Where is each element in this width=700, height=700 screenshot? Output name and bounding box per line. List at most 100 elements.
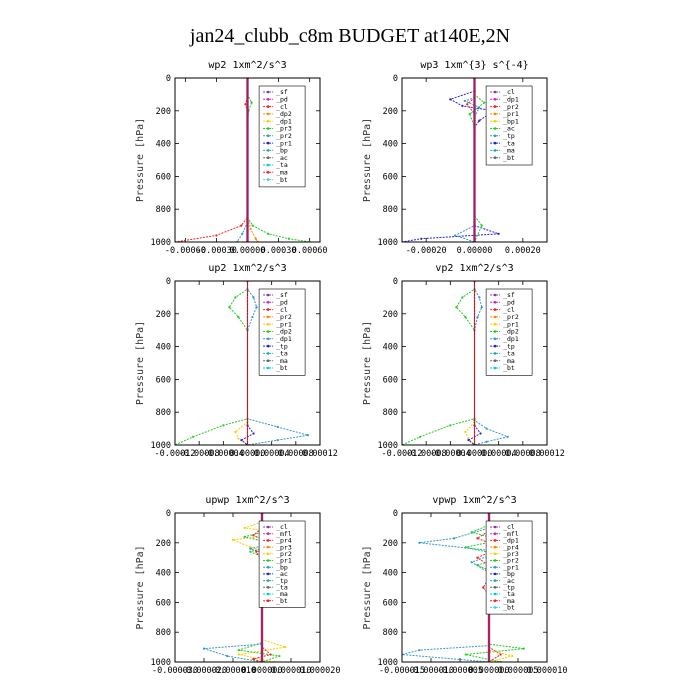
legend-marker <box>266 366 270 370</box>
x-tick-label: -0.00008 <box>406 449 447 459</box>
legend-entry: _pr2 <box>276 132 292 140</box>
legend-marker <box>493 308 497 311</box>
legend-marker <box>493 545 497 549</box>
x-tick-label: 0.00004 <box>481 449 517 459</box>
legend-marker <box>266 149 270 152</box>
legend-entry: _bt <box>276 176 288 184</box>
data-point <box>250 101 253 104</box>
legend-entry: _ta <box>276 584 288 592</box>
data-point <box>244 103 247 106</box>
data-point <box>234 296 237 299</box>
legend-marker <box>493 352 497 355</box>
y-tick-label: 400 <box>156 569 171 579</box>
x-tick-label: 0.000000 <box>469 666 510 676</box>
data-point <box>243 526 246 530</box>
data-point <box>251 315 254 319</box>
legend-marker <box>266 308 270 311</box>
legend-entry: _pd <box>276 96 288 104</box>
legend-marker <box>266 315 270 319</box>
legend-entry: _pd <box>503 299 515 307</box>
x-tick-label: 0.00008 <box>278 449 314 459</box>
legend-entry: _pr4 <box>276 537 292 545</box>
data-point <box>252 432 255 435</box>
y-tick-label: 200 <box>383 107 398 117</box>
x-tick-label: -0.00060 <box>165 246 206 256</box>
data-point <box>463 99 466 103</box>
x-tick-label: -0.00020 <box>406 246 447 256</box>
y-axis-label: Pressure [hPa] <box>135 118 146 202</box>
y-tick-label: 400 <box>383 140 398 150</box>
x-tick-label: 0.00020 <box>505 246 541 256</box>
legend-entry: _cl <box>503 88 515 96</box>
legend-marker <box>266 156 270 159</box>
legend-marker <box>493 592 497 596</box>
series-line-dp1 <box>402 281 475 445</box>
legend-marker <box>493 322 497 326</box>
legend-marker <box>493 525 497 529</box>
series-line-dp1 <box>175 281 248 445</box>
legend-marker <box>493 359 497 363</box>
x-tick-label: -0.000005 <box>437 666 483 676</box>
legend-marker <box>493 599 497 602</box>
legend-entry: _cl <box>503 306 515 314</box>
data-point <box>478 106 481 109</box>
series-group <box>402 78 500 242</box>
data-point <box>252 296 255 299</box>
legend-marker <box>266 359 270 363</box>
y-axis-label: Pressure [hPa] <box>362 545 373 629</box>
legend-entry: _pr2 <box>503 313 519 321</box>
y-tick-label: 0 <box>166 74 171 84</box>
data-point <box>251 224 254 227</box>
data-point <box>306 434 310 437</box>
legend-marker <box>493 344 497 348</box>
legend-marker <box>493 366 497 370</box>
data-point <box>249 547 252 550</box>
plot-frame <box>174 77 321 243</box>
legend-entry: _cl <box>276 523 288 531</box>
x-tick-label: 0.00000 <box>457 449 493 459</box>
legend-entry: _bp <box>276 147 288 155</box>
y-axis-label: Pressure [hPa] <box>135 321 146 405</box>
legend-entry: _pr2 <box>276 313 292 321</box>
legend-marker <box>266 112 270 116</box>
data-point <box>287 237 291 240</box>
x-tick-label: -0.000010 <box>210 666 256 676</box>
legend-marker <box>266 330 270 333</box>
legend-marker <box>493 127 497 130</box>
legend-marker <box>266 141 270 145</box>
legend-entry: _pr2 <box>276 550 292 558</box>
y-tick-label: 200 <box>383 539 398 549</box>
y-tick-label: 0 <box>393 509 398 519</box>
data-point <box>464 653 467 656</box>
chart-panel-3: up2 1xm^2/s^3 Pressure [hPa] 0 200 400 600 800… <box>135 263 338 459</box>
legend-marker <box>266 592 270 596</box>
legend-marker <box>493 293 497 297</box>
x-tick-label: -0.00004 <box>203 449 244 459</box>
y-tick-label: 600 <box>383 598 398 608</box>
legend-entry: _tp <box>276 342 288 350</box>
x-tick-label: -0.00012 <box>382 449 423 459</box>
y-tick-label: 1000 <box>151 441 171 451</box>
legend-box <box>258 520 306 608</box>
x-tick-label: 0.00008 <box>505 449 541 459</box>
x-tick-label: -0.000030 <box>152 666 198 676</box>
y-tick-label: 200 <box>156 310 171 320</box>
legend-entry: _pr1 <box>276 139 292 147</box>
data-point <box>278 654 281 658</box>
data-point <box>479 432 482 435</box>
data-point <box>464 430 467 433</box>
legend-marker <box>266 344 270 348</box>
legend-marker <box>266 572 270 576</box>
legend-marker <box>266 337 270 341</box>
series-line-tp <box>247 281 309 445</box>
panel-title: vpwp 1xm^2/s^3 <box>432 495 516 506</box>
data-point <box>252 534 255 537</box>
legend-marker <box>493 572 497 576</box>
data-point <box>241 232 244 235</box>
chart-panel-6: vpwp 1xm^2/s^3 Pressure [hPa] 0 200 400 600 80… <box>362 495 567 676</box>
legend-marker <box>266 293 270 297</box>
data-point <box>418 648 421 652</box>
legend-entry: _dp2 <box>276 110 292 118</box>
legend-entry: _ta <box>276 161 288 169</box>
data-point <box>468 112 471 116</box>
